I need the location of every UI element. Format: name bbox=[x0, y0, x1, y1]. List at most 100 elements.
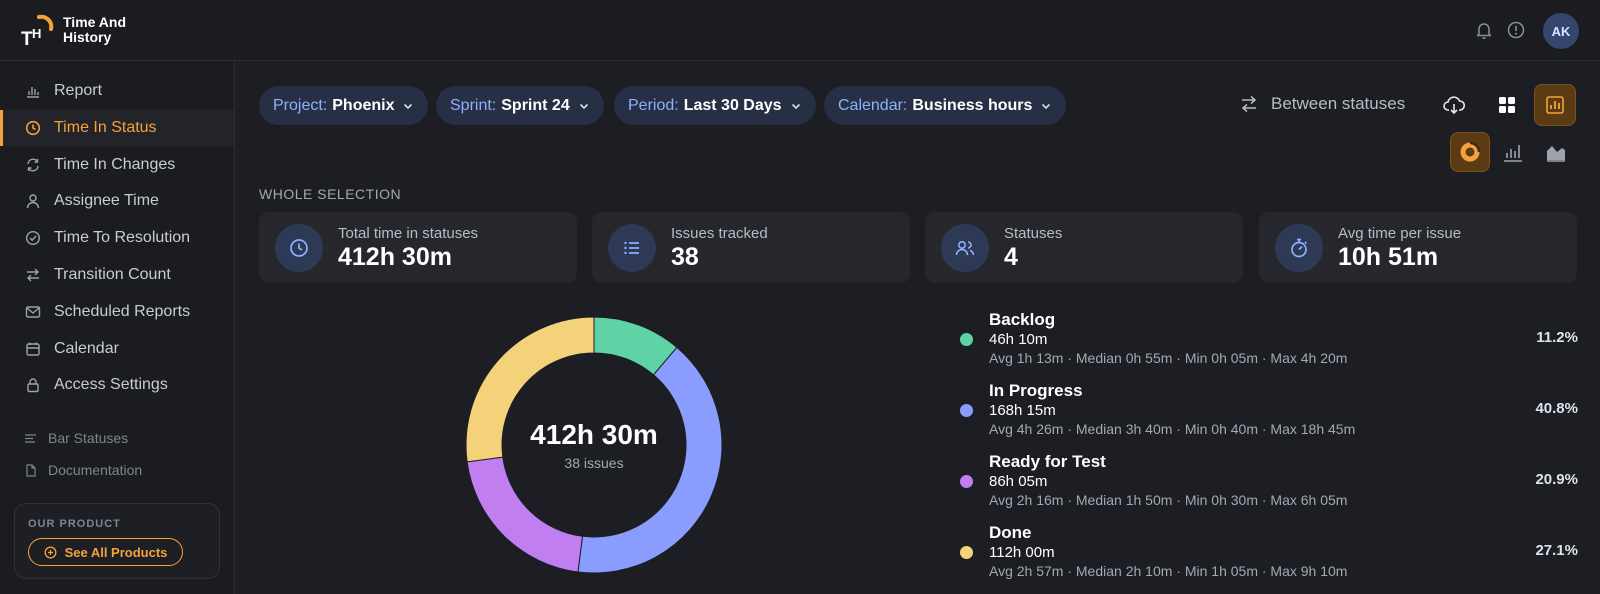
sidebar-item-transition-count[interactable]: Transition Count bbox=[0, 257, 234, 293]
stat-card-statuses: Statuses 4 bbox=[925, 212, 1243, 283]
area-chart-button[interactable] bbox=[1536, 132, 1576, 172]
see-all-products-button[interactable]: See All Products bbox=[28, 538, 183, 566]
stopwatch-icon bbox=[1275, 224, 1323, 272]
sidebar-item-label: Report bbox=[54, 82, 103, 99]
status-total: 86h 05m bbox=[989, 473, 1048, 490]
status-total: 112h 00m bbox=[989, 544, 1055, 561]
calendar-icon bbox=[24, 340, 42, 358]
donut-total: 412h 30m bbox=[530, 419, 658, 450]
chevron-down-icon bbox=[1040, 100, 1052, 112]
stat-value: 412h 30m bbox=[338, 243, 452, 271]
filter-key: Project: bbox=[273, 96, 328, 114]
filter-calendar[interactable]: Calendar: Business hours bbox=[824, 86, 1067, 125]
chevron-down-icon bbox=[578, 100, 590, 112]
donut-segment-in-progress[interactable] bbox=[577, 346, 723, 574]
status-name: Done bbox=[989, 523, 1032, 542]
status-percent: 11.2% bbox=[1536, 329, 1578, 346]
between-statuses-button[interactable]: Between statuses bbox=[1239, 94, 1405, 114]
document-icon bbox=[24, 463, 38, 477]
sidebar-item-label: Assignee Time bbox=[54, 192, 159, 209]
status-row-done[interactable]: Done 112h 00m Avg 2h 57m · Median 2h 10m… bbox=[958, 523, 1578, 589]
sidebar-item-label: Time To Resolution bbox=[54, 229, 191, 246]
sidebar-item-access-settings[interactable]: Access Settings bbox=[0, 367, 234, 403]
lines-icon bbox=[24, 431, 38, 445]
svg-text:H: H bbox=[32, 26, 41, 41]
status-color-dot bbox=[960, 333, 973, 346]
stat-label: Issues tracked bbox=[671, 225, 768, 242]
filter-key: Sprint: bbox=[450, 96, 497, 114]
svg-text:T: T bbox=[21, 29, 33, 48]
section-title: WHOLE SELECTION bbox=[259, 186, 402, 202]
sidebar-item-scheduled-reports[interactable]: Scheduled Reports bbox=[0, 294, 234, 330]
bell-icon[interactable] bbox=[1474, 20, 1494, 40]
sidebar-item-time-to-resolution[interactable]: Time To Resolution bbox=[0, 220, 234, 256]
area-chart-icon bbox=[1547, 146, 1565, 162]
donut-subtitle: 38 issues bbox=[564, 455, 624, 471]
bar-chart-button[interactable] bbox=[1493, 132, 1533, 172]
brand-line-1: Time And bbox=[63, 14, 127, 30]
status-row-in-progress[interactable]: In Progress 168h 15m Avg 4h 26m · Median… bbox=[958, 381, 1578, 447]
lock-icon bbox=[24, 376, 42, 394]
plus-circle-icon bbox=[44, 546, 57, 559]
sidebar-item-label: Scheduled Reports bbox=[54, 303, 191, 320]
sidebar-item-assignee-time[interactable]: Assignee Time bbox=[0, 183, 234, 219]
status-total: 46h 10m bbox=[989, 331, 1048, 348]
refresh-icon bbox=[24, 156, 42, 174]
sidebar-link-bar-statuses[interactable]: Bar Statuses bbox=[24, 430, 128, 446]
sidebar-link-documentation[interactable]: Documentation bbox=[24, 462, 142, 478]
sidebar-item-label: Transition Count bbox=[54, 266, 171, 283]
filter-value: Phoenix bbox=[332, 96, 395, 114]
filter-key: Period: bbox=[628, 96, 679, 114]
filter-value: Business hours bbox=[912, 96, 1033, 114]
donut-chart-button[interactable] bbox=[1450, 132, 1490, 172]
bar-chart-icon bbox=[24, 82, 42, 100]
sidebar-item-label: Calendar bbox=[54, 340, 119, 357]
status-color-dot bbox=[960, 475, 973, 488]
status-percent: 27.1% bbox=[1535, 542, 1578, 559]
status-name: In Progress bbox=[989, 381, 1083, 400]
status-stats: Avg 1h 13m · Median 0h 55m · Min 0h 05m … bbox=[989, 350, 1348, 366]
stat-label: Total time in statuses bbox=[338, 225, 479, 242]
filter-value: Sprint 24 bbox=[501, 96, 570, 114]
status-row-backlog[interactable]: Backlog 46h 10m Avg 1h 13m · Median 0h 5… bbox=[958, 310, 1578, 376]
logo-icon: T H bbox=[21, 14, 54, 48]
swap-arrows-icon bbox=[1239, 94, 1259, 114]
donut-segment-done[interactable] bbox=[465, 316, 595, 463]
arrows-icon bbox=[24, 266, 42, 284]
stat-card-issues-tracked: Issues tracked 38 bbox=[592, 212, 910, 283]
chart-view-button[interactable] bbox=[1534, 84, 1576, 126]
sidebar-link-label: Documentation bbox=[48, 462, 143, 478]
sidebar-link-label: Bar Statuses bbox=[48, 430, 129, 446]
status-total: 168h 15m bbox=[989, 402, 1056, 419]
filter-key: Calendar: bbox=[838, 96, 908, 114]
check-circle-icon bbox=[24, 229, 42, 247]
sidebar-item-report[interactable]: Report bbox=[0, 73, 234, 109]
status-stats: Avg 2h 57m · Median 2h 10m · Min 1h 05m … bbox=[989, 563, 1348, 579]
grid-icon bbox=[1499, 97, 1515, 113]
status-row-ready-for-test[interactable]: Ready for Test 86h 05m Avg 2h 16m · Medi… bbox=[958, 452, 1578, 518]
sidebar-item-calendar[interactable]: Calendar bbox=[0, 331, 234, 367]
chart-box-icon bbox=[1546, 96, 1564, 114]
sidebar-item-label: Time In Changes bbox=[54, 156, 176, 173]
cloud-download-icon bbox=[1443, 96, 1466, 115]
stat-value: 38 bbox=[671, 243, 699, 271]
clock-icon bbox=[24, 119, 42, 137]
avatar[interactable]: AK bbox=[1543, 13, 1579, 49]
stat-card-total-time: Total time in statuses 412h 30m bbox=[259, 212, 577, 283]
clock-icon bbox=[275, 224, 323, 272]
info-icon[interactable] bbox=[1506, 20, 1526, 40]
donut-center: 412h 30m 38 issues bbox=[463, 314, 725, 576]
filter-period[interactable]: Period: Last 30 Days bbox=[614, 86, 816, 125]
sidebar-item-time-in-changes[interactable]: Time In Changes bbox=[0, 147, 234, 183]
download-button[interactable] bbox=[1433, 84, 1475, 126]
bar-chart-icon bbox=[1504, 145, 1522, 162]
status-stats: Avg 2h 16m · Median 1h 50m · Min 0h 30m … bbox=[989, 492, 1348, 508]
filter-sprint[interactable]: Sprint: Sprint 24 bbox=[436, 86, 604, 125]
status-percent: 40.8% bbox=[1535, 400, 1578, 417]
status-name: Backlog bbox=[989, 310, 1056, 329]
stat-value: 10h 51m bbox=[1338, 243, 1439, 271]
grid-view-button[interactable] bbox=[1486, 84, 1528, 126]
sidebar-item-time-in-status[interactable]: Time In Status bbox=[0, 110, 234, 146]
filter-project[interactable]: Project: Phoenix bbox=[259, 86, 429, 125]
product-label: OUR PRODUCT bbox=[28, 518, 121, 530]
